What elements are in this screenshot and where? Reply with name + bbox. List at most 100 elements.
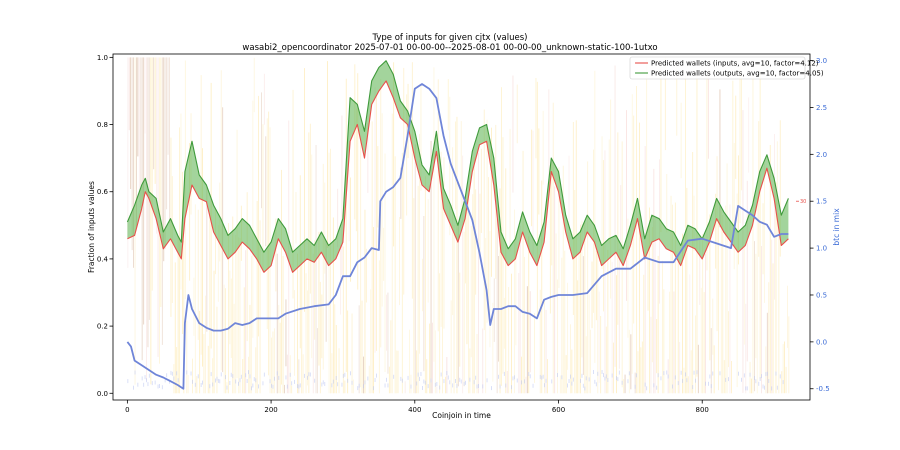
background-stripe-blue xyxy=(663,371,665,376)
background-stripe-blue xyxy=(695,378,696,383)
background-stripe xyxy=(131,57,133,251)
background-stripe xyxy=(654,219,656,394)
background-stripe-blue xyxy=(263,372,265,377)
background-stripe-blue xyxy=(252,383,254,388)
background-stripe xyxy=(558,167,560,288)
background-stripe xyxy=(598,291,600,383)
background-stripe xyxy=(627,218,629,338)
background-stripe-blue xyxy=(628,371,630,376)
background-stripe xyxy=(342,246,344,394)
background-stripe xyxy=(150,57,152,385)
background-stripe xyxy=(636,86,637,394)
background-stripe xyxy=(751,378,752,394)
background-stripe xyxy=(771,239,773,394)
background-stripe xyxy=(756,196,758,394)
background-stripe xyxy=(755,253,757,359)
y2-axis-ticks: -0.5 0.0 0.5 1.0 1.5 2.0 2.5 3.0 xyxy=(810,57,830,393)
background-stripe-blue xyxy=(358,383,360,388)
background-stripe xyxy=(365,248,367,303)
background-stripe xyxy=(433,67,435,362)
background-stripe xyxy=(292,89,294,299)
background-stripe-blue xyxy=(374,378,376,382)
background-stripe-blue xyxy=(499,384,501,389)
background-stripe xyxy=(575,120,577,394)
background-stripe-blue xyxy=(758,381,760,386)
background-stripe-blue xyxy=(274,376,275,381)
background-stripe xyxy=(459,272,461,367)
background-stripe-blue xyxy=(154,380,156,385)
y2-tick-label: 3.0 xyxy=(816,57,827,65)
background-stripe xyxy=(225,288,226,394)
background-stripe-blue xyxy=(373,386,374,391)
background-stripe xyxy=(613,342,614,394)
background-stripe xyxy=(483,109,485,331)
background-stripe xyxy=(651,227,653,363)
background-stripe xyxy=(518,273,520,394)
background-stripe-blue xyxy=(299,383,301,388)
legend: Predicted wallets (inputs, avg=10, facto… xyxy=(629,56,824,80)
background-stripe xyxy=(514,209,515,394)
background-stripe xyxy=(591,261,593,329)
background-stripe xyxy=(616,275,617,394)
background-stripe xyxy=(746,180,748,362)
background-stripe-blue xyxy=(159,384,160,388)
background-stripe-blue xyxy=(235,379,237,384)
background-stripe xyxy=(426,359,428,394)
x-tick-label: 0 xyxy=(125,406,129,414)
background-stripe xyxy=(249,304,251,394)
background-stripe xyxy=(577,280,579,394)
background-stripe xyxy=(253,57,255,113)
right-marker-label: 30 xyxy=(800,199,806,205)
background-stripe xyxy=(640,347,642,394)
background-stripe xyxy=(376,96,377,351)
background-stripe xyxy=(406,94,408,216)
background-stripe-blue xyxy=(217,378,219,383)
background-stripe-blue xyxy=(420,372,422,376)
background-stripe xyxy=(154,57,156,184)
background-stripe-blue xyxy=(166,373,168,378)
y2-tick-label: 1.0 xyxy=(816,245,827,253)
background-stripe xyxy=(732,80,734,233)
background-stripe-blue xyxy=(417,372,419,377)
background-stripe xyxy=(690,350,692,394)
background-stripe xyxy=(769,145,771,394)
background-stripe xyxy=(216,306,218,394)
background-stripe-blue xyxy=(779,374,781,379)
y-tick-label: 0.6 xyxy=(97,188,109,196)
background-stripe-blue xyxy=(289,372,291,377)
background-stripe-blue xyxy=(682,378,683,383)
background-stripe xyxy=(196,376,198,394)
y2-axis-label: btc in mix xyxy=(832,208,841,246)
background-stripe xyxy=(492,302,494,382)
background-stripe-blue xyxy=(251,386,252,391)
x-tick-label: 600 xyxy=(552,406,565,414)
background-stripe-blue xyxy=(407,375,409,380)
background-stripe xyxy=(607,249,609,394)
background-stripe-blue xyxy=(440,372,442,377)
y-tick-label: 0.0 xyxy=(97,390,108,398)
background-stripe-blue xyxy=(667,374,669,379)
background-stripe xyxy=(749,361,751,394)
background-stripe xyxy=(186,320,188,394)
background-stripe-blue xyxy=(192,379,193,384)
background-stripe xyxy=(307,290,308,386)
background-stripe-blue xyxy=(551,379,553,384)
background-stripe xyxy=(383,227,385,281)
background-stripe xyxy=(710,328,712,394)
background-stripe xyxy=(614,65,616,367)
background-stripe xyxy=(163,57,165,262)
background-stripe xyxy=(580,224,581,394)
y-axis-label: Fraction of inputs values xyxy=(87,181,96,273)
background-stripe xyxy=(374,87,376,353)
background-stripe xyxy=(733,143,735,270)
background-stripe-blue xyxy=(581,373,583,378)
background-stripe xyxy=(549,182,551,314)
background-stripe xyxy=(526,286,528,394)
background-stripe xyxy=(736,193,738,388)
background-stripe-blue xyxy=(561,375,563,380)
background-stripe xyxy=(199,310,201,394)
background-stripe xyxy=(278,304,280,394)
background-stripe-blue xyxy=(314,378,316,383)
background-stripe xyxy=(713,345,715,394)
background-stripe-blue xyxy=(363,384,364,389)
